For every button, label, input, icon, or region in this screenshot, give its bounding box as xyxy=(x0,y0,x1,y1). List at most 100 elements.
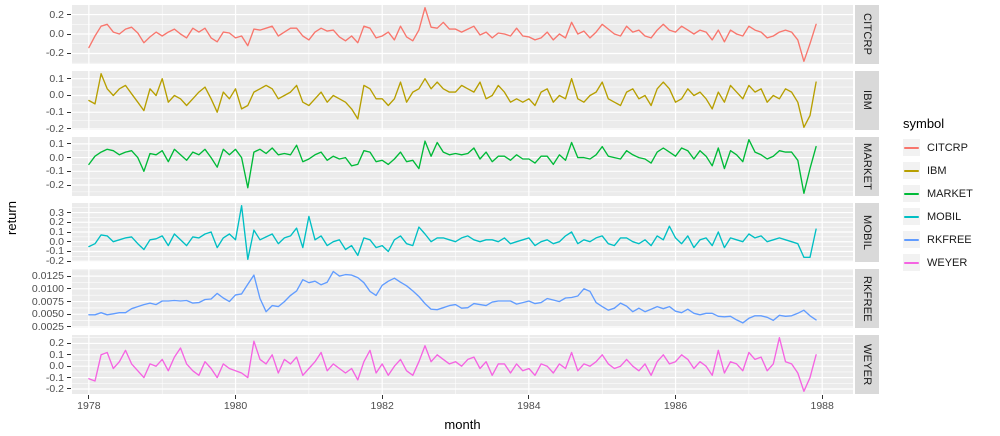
y-tick-mark xyxy=(67,275,71,277)
facet-panel-ibm xyxy=(72,71,853,130)
y-tick-mark xyxy=(67,212,71,214)
y-tick-label: -0.2 xyxy=(45,179,64,192)
legend-key-line xyxy=(904,147,919,149)
y-tick-label: -0.1 xyxy=(45,106,64,119)
legend-key-swatch xyxy=(903,208,920,225)
y-tick-mark xyxy=(67,313,71,315)
series-line-market xyxy=(88,139,817,194)
facet-strip-market: MARKET xyxy=(855,137,879,196)
facet-strip-rkfree: RKFREE xyxy=(855,269,879,328)
y-tick-label: 0.0 xyxy=(49,360,64,373)
legend-entry-rkfree: RKFREE xyxy=(903,231,973,248)
y-tick-mark xyxy=(67,388,71,390)
facet-plot-mobil xyxy=(72,203,853,262)
y-tick-label: 0.0050 xyxy=(31,308,64,321)
series-line-citcrp xyxy=(88,7,817,62)
facet-strip-label: MOBIL xyxy=(861,214,873,251)
facet-panel-weyer xyxy=(72,335,853,394)
legend-entry-weyer: WEYER xyxy=(903,254,973,271)
legend-entry-citcrp: CITCRP xyxy=(903,139,973,156)
legend-entry-ibm: IBM xyxy=(903,162,973,179)
x-axis-title: month xyxy=(444,417,481,432)
y-tick-mark xyxy=(67,157,71,159)
facet-panel-rkfree xyxy=(72,269,853,328)
y-tick-label: 0.0075 xyxy=(31,295,64,308)
legend-key-swatch xyxy=(903,254,920,271)
facet-strip-label: CITCRP xyxy=(861,13,873,56)
y-tick-mark xyxy=(67,52,71,54)
y-tick-label: 0.0 xyxy=(49,28,64,40)
y-tick-label: -0.2 xyxy=(45,122,64,135)
y-tick-label: -0.2 xyxy=(45,47,64,60)
y-tick-label: 0.1 xyxy=(49,348,64,361)
y-tick-mark xyxy=(67,288,71,290)
y-tick-mark xyxy=(67,94,71,96)
facet-strip-citcrp: CITCRP xyxy=(855,5,879,64)
x-tick-label: 1986 xyxy=(663,400,688,412)
legend-entry-label: CITCRP xyxy=(927,141,968,154)
y-tick-label: -0.2 xyxy=(45,382,64,395)
x-tick-label: 1978 xyxy=(77,400,101,412)
y-tick-label: -0.1 xyxy=(45,371,64,384)
facet-plot-ibm xyxy=(72,71,853,130)
legend-entry-mobil: MOBIL xyxy=(903,208,973,225)
series-line-mobil xyxy=(88,205,817,260)
y-tick-mark xyxy=(67,326,71,328)
y-tick-label: 0.1 xyxy=(49,72,64,85)
y-tick-mark xyxy=(67,143,71,145)
legend-entry-market: MARKET xyxy=(903,185,973,202)
facet-panel-mobil xyxy=(72,203,853,262)
y-tick-mark xyxy=(67,128,71,130)
facet-strip-label: MARKET xyxy=(861,142,873,191)
x-tick-label: 1984 xyxy=(517,400,541,412)
facet-plot-rkfree xyxy=(72,269,853,328)
series-line-rkfree xyxy=(88,270,817,324)
facet-strip-mobil: MOBIL xyxy=(855,203,879,262)
legend-key-line xyxy=(904,239,919,241)
legend-key-swatch xyxy=(903,185,920,202)
x-tick-label: 1988 xyxy=(810,400,834,412)
facet-panel-citcrp xyxy=(72,5,853,64)
y-tick-mark xyxy=(67,342,71,344)
y-tick-mark xyxy=(67,260,71,262)
legend-key-line xyxy=(904,216,919,218)
x-tick-mark xyxy=(235,395,237,399)
y-tick-mark xyxy=(67,14,71,16)
y-tick-mark xyxy=(67,250,71,252)
legend-entry-label: RKFREE xyxy=(927,233,972,246)
y-tick-label: 0.2 xyxy=(49,216,64,229)
facet-plot-weyer xyxy=(72,335,853,394)
legend-key-line xyxy=(904,193,919,195)
facet-panel-market xyxy=(72,137,853,196)
y-tick-label: -0.2 xyxy=(45,255,64,268)
legend-key-swatch xyxy=(903,139,920,156)
facet-strip-label: WEYER xyxy=(861,343,873,386)
y-tick-mark xyxy=(67,365,71,367)
legend-entry-label: WEYER xyxy=(927,256,968,269)
y-tick-label: 0.0 xyxy=(49,151,64,164)
legend-key-swatch xyxy=(903,231,920,248)
legend-entry-label: IBM xyxy=(927,164,947,177)
x-tick-label: 1982 xyxy=(370,400,394,412)
facet-strip-label: RKFREE xyxy=(861,275,873,322)
y-tick-label: 0.0125 xyxy=(31,270,64,283)
x-tick-label: 1980 xyxy=(223,400,248,412)
facet-plot-citcrp xyxy=(72,5,853,64)
y-tick-label: -0.1 xyxy=(45,165,64,178)
x-tick-mark xyxy=(821,395,823,399)
facet-strip-label: IBM xyxy=(861,90,873,111)
y-tick-mark xyxy=(67,231,71,233)
legend-title: symbol xyxy=(903,116,945,131)
legend-key-line xyxy=(904,170,919,172)
y-tick-mark xyxy=(67,111,71,113)
y-tick-label: 0.3 xyxy=(49,206,64,219)
y-tick-mark xyxy=(67,354,71,356)
y-tick-label: 0.1 xyxy=(49,226,64,238)
legend: symbol CITCRP IBM MARKET MOBIL RKFREE WEYER xyxy=(903,116,973,277)
legend-key-line xyxy=(904,262,919,264)
facet-strip-ibm: IBM xyxy=(855,71,879,130)
legend-entry-label: MOBIL xyxy=(927,210,962,223)
x-tick-mark xyxy=(528,395,530,399)
series-line-weyer xyxy=(88,337,817,392)
